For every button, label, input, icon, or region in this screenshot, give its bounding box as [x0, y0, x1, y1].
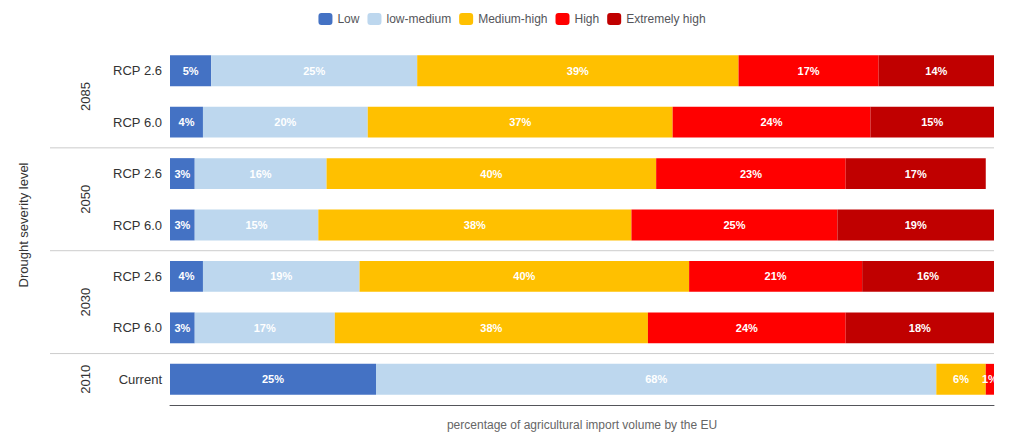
svg-text:2030: 2030	[78, 288, 93, 317]
svg-text:68%: 68%	[645, 373, 667, 385]
svg-text:37%: 37%	[509, 116, 531, 128]
svg-text:18%: 18%	[909, 322, 931, 334]
svg-text:19%: 19%	[270, 270, 292, 282]
svg-text:39%: 39%	[567, 65, 589, 77]
svg-text:25%: 25%	[303, 65, 325, 77]
svg-text:24%: 24%	[761, 116, 783, 128]
svg-text:23%: 23%	[740, 168, 762, 180]
svg-text:3%: 3%	[174, 219, 190, 231]
svg-text:RCP 2.6: RCP 2.6	[113, 166, 162, 181]
svg-text:RCP 2.6: RCP 2.6	[113, 63, 162, 78]
svg-text:38%: 38%	[464, 219, 486, 231]
svg-text:14%: 14%	[925, 65, 947, 77]
svg-text:40%: 40%	[513, 270, 535, 282]
svg-text:4%: 4%	[179, 270, 195, 282]
svg-text:40%: 40%	[480, 168, 502, 180]
svg-text:16%: 16%	[250, 168, 272, 180]
svg-text:RCP 6.0: RCP 6.0	[113, 218, 162, 233]
svg-text:17%: 17%	[254, 322, 276, 334]
svg-text:Low: Low	[337, 12, 359, 26]
svg-text:Current: Current	[119, 372, 163, 387]
svg-text:20%: 20%	[274, 116, 296, 128]
svg-text:1%: 1%	[982, 373, 998, 385]
svg-text:38%: 38%	[480, 322, 502, 334]
svg-text:25%: 25%	[723, 219, 745, 231]
svg-text:2085: 2085	[78, 82, 93, 111]
svg-text:RCP 2.6: RCP 2.6	[113, 269, 162, 284]
svg-text:3%: 3%	[174, 322, 190, 334]
svg-text:Medium-high: Medium-high	[478, 12, 547, 26]
svg-text:High: High	[575, 12, 600, 26]
svg-text:25%: 25%	[262, 373, 284, 385]
svg-text:17%: 17%	[905, 168, 927, 180]
svg-text:6%: 6%	[953, 373, 969, 385]
svg-text:2010: 2010	[78, 365, 93, 394]
svg-text:15%: 15%	[246, 219, 268, 231]
svg-text:21%: 21%	[765, 270, 787, 282]
svg-text:Drought severity level: Drought severity level	[16, 162, 31, 287]
svg-text:2050: 2050	[78, 185, 93, 214]
svg-text:percentage of agricultural imp: percentage of agricultural import volume…	[447, 418, 717, 432]
svg-text:RCP 6.0: RCP 6.0	[113, 115, 162, 130]
svg-text:low-medium: low-medium	[386, 12, 451, 26]
svg-text:5%: 5%	[183, 65, 199, 77]
svg-text:Extremely high: Extremely high	[626, 12, 705, 26]
svg-text:15%: 15%	[921, 116, 943, 128]
svg-text:3%: 3%	[174, 168, 190, 180]
svg-text:4%: 4%	[179, 116, 195, 128]
svg-text:19%: 19%	[905, 219, 927, 231]
svg-text:17%: 17%	[798, 65, 820, 77]
svg-text:RCP 6.0: RCP 6.0	[113, 320, 162, 335]
svg-text:16%: 16%	[917, 270, 939, 282]
svg-text:24%: 24%	[736, 322, 758, 334]
